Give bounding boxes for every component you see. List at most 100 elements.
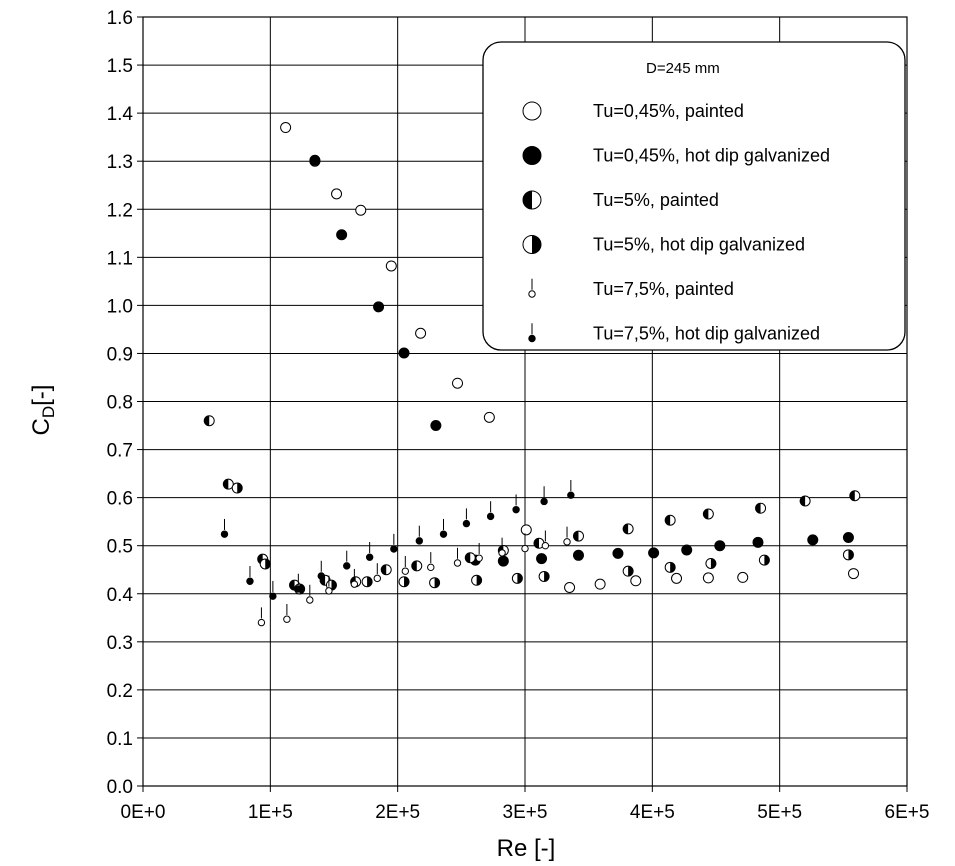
data-point-series-2 [536, 553, 548, 565]
data-point-series-1 [564, 582, 576, 594]
legend-marker-1 [522, 101, 542, 121]
data-point-series-1 [415, 327, 427, 339]
y-tick-label: 0.8 [107, 393, 133, 414]
data-point-series-5 [350, 568, 359, 588]
data-point-series-4 [622, 565, 634, 577]
data-point-series-1 [520, 524, 532, 536]
data-point-series-4 [705, 557, 717, 569]
y-axis-ticks: 0.0 0.1 0.2 0.3 0.4 0.5 0.6 0.7 0.8 0.9 1.0 1.1 1.2 1… [107, 8, 143, 798]
data-point-series-1 [331, 188, 343, 200]
data-point-series-1 [452, 377, 464, 389]
data-point-series-6 [486, 501, 495, 521]
data-point-series-3 [572, 530, 584, 542]
data-point-series-4 [361, 576, 373, 588]
y-tick-label: 0.4 [107, 585, 134, 606]
data-point-series-2 [842, 532, 854, 544]
y-tick-label: 1.0 [107, 296, 133, 317]
data-point-series-5 [401, 555, 410, 575]
data-point-series-4 [538, 570, 550, 582]
legend-marker-3 [522, 190, 542, 210]
data-point-series-2 [430, 420, 442, 432]
data-point-series-3 [411, 560, 423, 572]
data-point-series-5 [563, 526, 571, 546]
data-point-series-3 [664, 514, 676, 526]
data-point-series-3 [380, 564, 392, 576]
data-point-series-3 [533, 537, 545, 549]
y-tick-label: 1.5 [107, 56, 133, 77]
x-axis-title: Re [-] [497, 835, 556, 862]
data-points [203, 122, 861, 627]
data-point-series-4 [259, 558, 271, 570]
legend: D=245 mm Tu=0,45%, painted Tu=0,45%, hot … [482, 41, 906, 351]
data-point-series-6 [294, 573, 303, 593]
data-point-series-5 [541, 530, 550, 550]
legend-title: D=245 mm [646, 60, 720, 77]
data-point-series-2 [681, 544, 693, 556]
data-point-series-6 [540, 486, 548, 506]
data-point-series-6 [365, 542, 374, 561]
data-point-series-6 [390, 533, 398, 553]
data-point-series-3 [849, 490, 861, 502]
x-tick-label: 6E+5 [885, 802, 930, 823]
y-tick-label: 0.6 [107, 489, 133, 510]
y-tick-label: 0.9 [107, 344, 133, 365]
data-point-series-6 [567, 480, 575, 499]
legend-label-6: Tu=7,5%, hot dip galvanized [593, 324, 820, 344]
x-tick-label: 2E+5 [375, 802, 420, 823]
data-point-series-1 [483, 411, 495, 423]
data-point-series-2 [612, 547, 624, 559]
data-point-series-4 [398, 576, 410, 588]
y-tick-label: 0.0 [107, 777, 133, 798]
data-point-series-3 [464, 552, 476, 564]
legend-items: Tu=0,45%, painted Tu=0,45%, hot dip galva… [522, 101, 830, 344]
x-tick-label: 4E+5 [630, 802, 675, 823]
legend-marker-2 [522, 146, 542, 165]
data-point-series-2 [714, 540, 726, 552]
data-point-series-4 [664, 561, 676, 573]
data-point-series-2 [572, 549, 584, 561]
data-point-series-6 [269, 580, 277, 600]
data-point-series-3 [222, 478, 234, 490]
data-point-series-1 [630, 575, 642, 587]
data-point-series-2 [807, 534, 819, 546]
data-point-series-5 [521, 533, 529, 553]
y-axis-title: CD[-] [28, 385, 58, 436]
data-point-series-1 [671, 572, 683, 584]
data-point-series-6 [343, 550, 351, 570]
x-tick-label: 5E+5 [757, 802, 802, 823]
y-axis-title-tail: [-] [28, 385, 55, 406]
data-point-series-4 [231, 482, 243, 494]
data-point-series-2 [336, 229, 348, 241]
x-tick-label: 3E+5 [503, 802, 548, 823]
data-point-series-1 [385, 260, 397, 272]
data-point-series-1 [848, 568, 860, 580]
y-tick-label: 1.6 [107, 8, 133, 29]
legend-marker-4 [522, 235, 542, 254]
data-point-series-1 [702, 572, 714, 584]
data-point-series-4 [511, 572, 523, 584]
data-point-series-3 [799, 495, 811, 507]
legend-label-1: Tu=0,45%, painted [593, 101, 744, 121]
y-tick-label: 0.3 [107, 633, 133, 654]
data-point-series-2 [398, 347, 410, 359]
legend-label-2: Tu=0,45%, hot dip galvanized [593, 146, 830, 166]
y-tick-label: 0.7 [107, 441, 133, 462]
data-point-series-2 [648, 547, 660, 559]
data-point-series-4 [842, 549, 854, 561]
x-tick-label: 0E+0 [121, 802, 166, 823]
data-point-series-3 [755, 502, 767, 514]
data-point-series-4 [429, 577, 441, 589]
data-point-series-5 [325, 575, 333, 595]
y-tick-label: 0.2 [107, 681, 133, 702]
data-point-series-6 [415, 525, 424, 545]
data-point-series-6 [462, 508, 471, 528]
data-point-series-6 [246, 566, 254, 585]
y-tick-label: 1.1 [107, 248, 133, 269]
x-axis-ticks: 0E+0 1E+5 2E+5 3E+5 4E+5 5E+5 6E+5 [121, 786, 930, 823]
data-point-series-2 [752, 536, 764, 548]
legend-label-5: Tu=7,5%, painted [593, 279, 734, 299]
data-point-series-5 [257, 607, 266, 627]
legend-marker-5 [528, 278, 536, 298]
data-point-series-3 [622, 523, 634, 535]
